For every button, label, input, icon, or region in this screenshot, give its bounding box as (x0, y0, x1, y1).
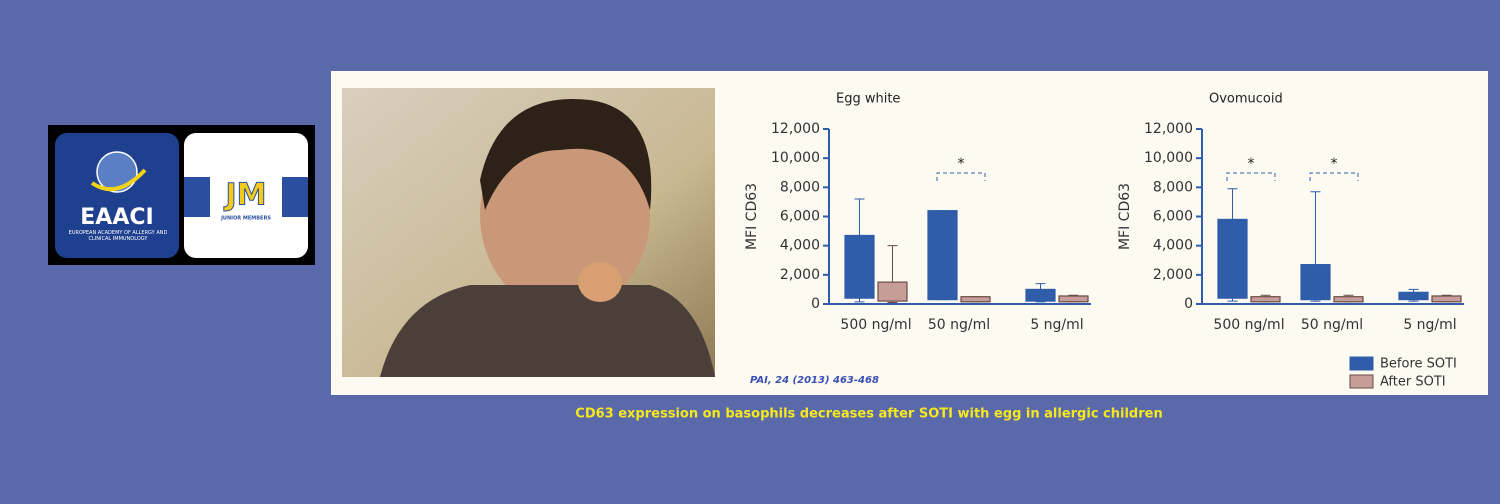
legend-swatch (1349, 374, 1374, 389)
whisker-upper (1310, 191, 1321, 265)
box (877, 281, 908, 302)
y-tick-label: 0 (1184, 296, 1193, 312)
x-tick-label: 50 ng/ml (1301, 317, 1363, 333)
x-tick-label: 5 ng/ml (1403, 317, 1456, 333)
legend-swatch (1349, 356, 1374, 371)
y-tick-label: 8,000 (780, 179, 820, 195)
x-tick-label: 50 ng/ml (928, 317, 990, 333)
photo-hair (480, 99, 652, 210)
y-tick-label: 10,000 (771, 150, 820, 166)
y-tick-label: 2,000 (780, 267, 820, 283)
chart-title: Ovomucoid (1209, 92, 1283, 107)
whisker-lower (854, 298, 865, 303)
photo-shirt (380, 285, 715, 377)
x-tick-label: 500 ng/ml (1213, 317, 1284, 333)
citation: PAI, 24 (2013) 463-468 (750, 375, 879, 386)
significance-bracket (1226, 172, 1276, 181)
whisker-upper (854, 198, 865, 236)
whisker-upper (887, 245, 898, 283)
box (1431, 295, 1462, 303)
box (1217, 218, 1248, 299)
y-tick-label: 4,000 (1153, 238, 1193, 254)
significance-bracket (1309, 172, 1359, 181)
y-tick-label: 8,000 (1153, 179, 1193, 195)
legend-label: After SOTI (1380, 375, 1446, 390)
jm-subtitle: JUNIOR MEMBERS (220, 216, 271, 222)
significance-mark: * (1331, 156, 1338, 172)
whisker-upper (1227, 188, 1238, 220)
globe-icon (96, 151, 138, 193)
box (960, 296, 991, 303)
photo-egg (578, 262, 622, 302)
box (1250, 296, 1281, 303)
y-tick-label: 6,000 (1153, 209, 1193, 225)
caption: CD63 expression on basophils decreases a… (575, 407, 1162, 422)
y-tick-label: 10,000 (1144, 150, 1193, 166)
legend-label: Before SOTI (1380, 357, 1457, 372)
y-tick-label: 0 (811, 296, 820, 312)
box (1025, 288, 1056, 302)
significance-bracket (936, 172, 986, 181)
box (927, 210, 958, 301)
y-axis-label: MFI CD63 (744, 183, 760, 250)
box (1333, 296, 1364, 303)
x-tick-label: 5 ng/ml (1030, 317, 1083, 333)
jm-plate (210, 173, 282, 221)
significance-mark: * (958, 156, 965, 172)
globe-swoosh (90, 168, 147, 192)
logo-subtitle-box: EUROPEAN ACADEMY OF ALLERGY AND CLINICAL… (68, 230, 168, 242)
x-tick-label: 500 ng/ml (840, 317, 911, 333)
box (844, 234, 875, 299)
significance-mark: * (1248, 156, 1255, 172)
logo-subtitle: EUROPEAN ACADEMY OF ALLERGY AND CLINICAL… (68, 230, 168, 242)
box (1300, 264, 1331, 301)
box (1058, 295, 1089, 303)
box (1398, 291, 1429, 301)
y-axis-label: MFI CD63 (1117, 183, 1133, 250)
y-tick-label: 12,000 (771, 121, 820, 137)
y-tick-label: 6,000 (780, 209, 820, 225)
whisker-upper (1035, 283, 1046, 290)
y-tick-label: 12,000 (1144, 121, 1193, 137)
jm-badge: JM (223, 178, 266, 213)
eaaci-panel (55, 133, 179, 258)
y-tick-label: 2,000 (1153, 267, 1193, 283)
y-tick-label: 4,000 (780, 238, 820, 254)
chart-title: Egg white (836, 92, 900, 107)
logo-name: EAACI (80, 205, 153, 230)
